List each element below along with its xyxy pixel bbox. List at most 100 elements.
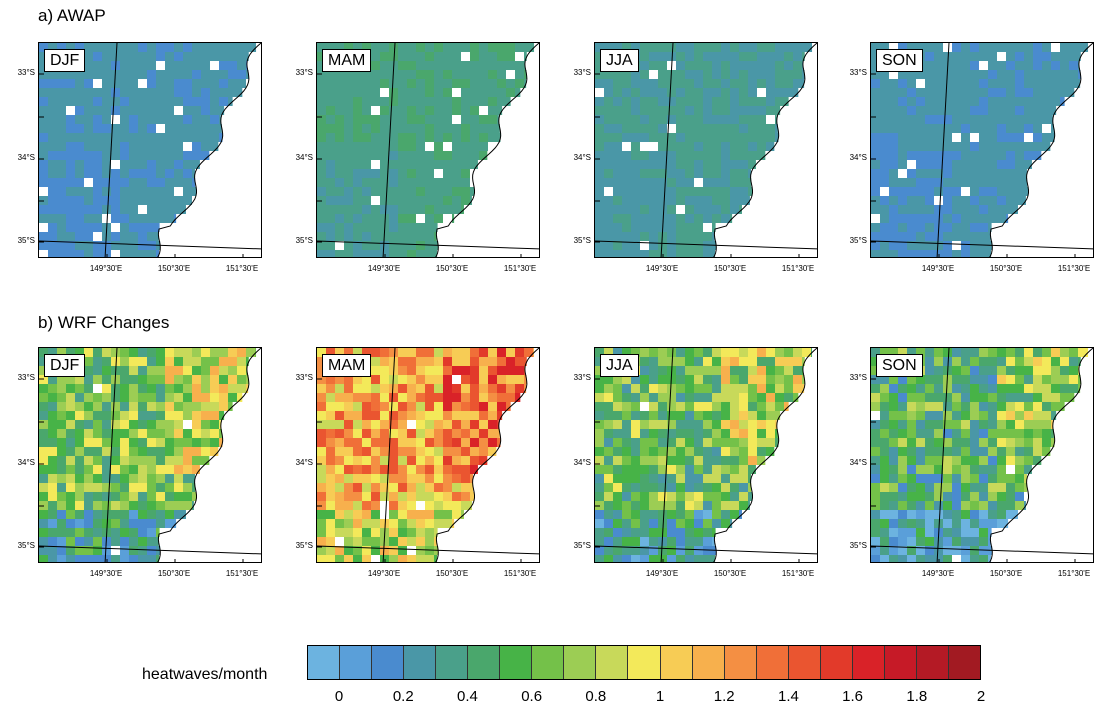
grid-cell [192,43,201,52]
grid-cell [961,169,970,178]
grid-cell [952,465,961,474]
grid-cell [649,124,658,133]
grid-cell [353,97,362,106]
grid-cell [335,223,344,232]
grid-cell [344,546,353,555]
grid-cell [66,214,75,223]
grid-cell [775,124,778,133]
grid-cell [631,519,640,528]
grid-cell [748,411,757,420]
grid-cell [371,187,380,196]
grid-cell [871,483,880,492]
grid-cell [880,348,889,357]
grid-cell [84,70,93,79]
grid-cell [183,474,192,483]
grid-cell [219,357,228,366]
grid-cell [102,115,111,124]
grid-cell [880,420,889,429]
grid-cell [649,555,658,562]
grid-cell [147,214,156,223]
grid-cell [703,366,712,375]
grid-cell [66,528,75,537]
grid-cell [640,70,649,79]
grid-cell [39,555,48,562]
grid-cell [219,438,223,447]
grid-cell [748,456,757,465]
grid-cell [730,492,739,501]
grid-cell [970,519,979,528]
grid-cell [880,510,889,519]
grid-cell [739,348,748,357]
grid-cell [757,142,766,151]
grid-cell [694,115,703,124]
grid-cell [739,70,748,79]
grid-cell [129,214,138,223]
grid-cell [613,106,622,115]
grid-cell [138,375,147,384]
grid-cell [111,420,120,429]
grid-cell [961,178,970,187]
grid-cell [398,384,407,393]
grid-cell [907,402,916,411]
grid-cell [48,465,57,474]
grid-cell [889,519,898,528]
grid-cell [916,241,925,250]
grid-cell [111,546,120,555]
grid-cell [371,546,380,555]
grid-cell [353,375,362,384]
grid-cell [425,384,434,393]
grid-cell [667,151,676,160]
grid-cell [192,196,194,205]
grid-cell [111,429,120,438]
grid-cell [380,52,389,61]
grid-cell [889,384,898,393]
grid-cell [622,115,631,124]
grid-cell [219,79,228,88]
grid-cell [371,456,380,465]
grid-cell [1042,393,1051,402]
grid-cell [434,250,438,257]
grid-cell [174,97,183,106]
grid-cell [1042,79,1051,88]
grid-cell [871,223,880,232]
grid-cell [93,456,102,465]
grid-cell [129,447,138,456]
grid-cell [407,142,416,151]
grid-cell [129,79,138,88]
grid-cell [676,169,685,178]
grid-cell [703,456,712,465]
grid-cell [416,88,425,97]
grid-cell [970,483,979,492]
grid-cell [84,492,93,501]
grid-cell [739,501,748,510]
grid-cell [165,187,174,196]
grid-cell [784,393,793,402]
grid-cell [784,366,793,375]
grid-cell [694,241,703,250]
grid-cell [48,474,57,483]
grid-cell [970,151,979,160]
grid-cell [1051,420,1053,429]
grid-cell [39,474,48,483]
grid-cell [925,429,934,438]
grid-cell [979,474,988,483]
grid-cell [1024,492,1029,501]
grid-cell [1006,492,1015,501]
grid-cell [934,61,943,70]
grid-cell [712,106,721,115]
grid-cell [93,70,102,79]
grid-cell [443,115,452,124]
grid-cell [721,366,730,375]
grid-cell [66,178,75,187]
grid-cell [407,151,416,160]
grid-cell [979,70,988,79]
grid-cell [165,124,174,133]
grid-cell [979,232,988,241]
grid-cell [57,501,66,510]
lon-label: 151°30'E [781,569,815,578]
grid-cell [326,393,335,402]
grid-cell [649,474,658,483]
grid-cell [102,250,111,257]
season-label: DJF [44,354,86,377]
grid-cell [766,133,775,142]
